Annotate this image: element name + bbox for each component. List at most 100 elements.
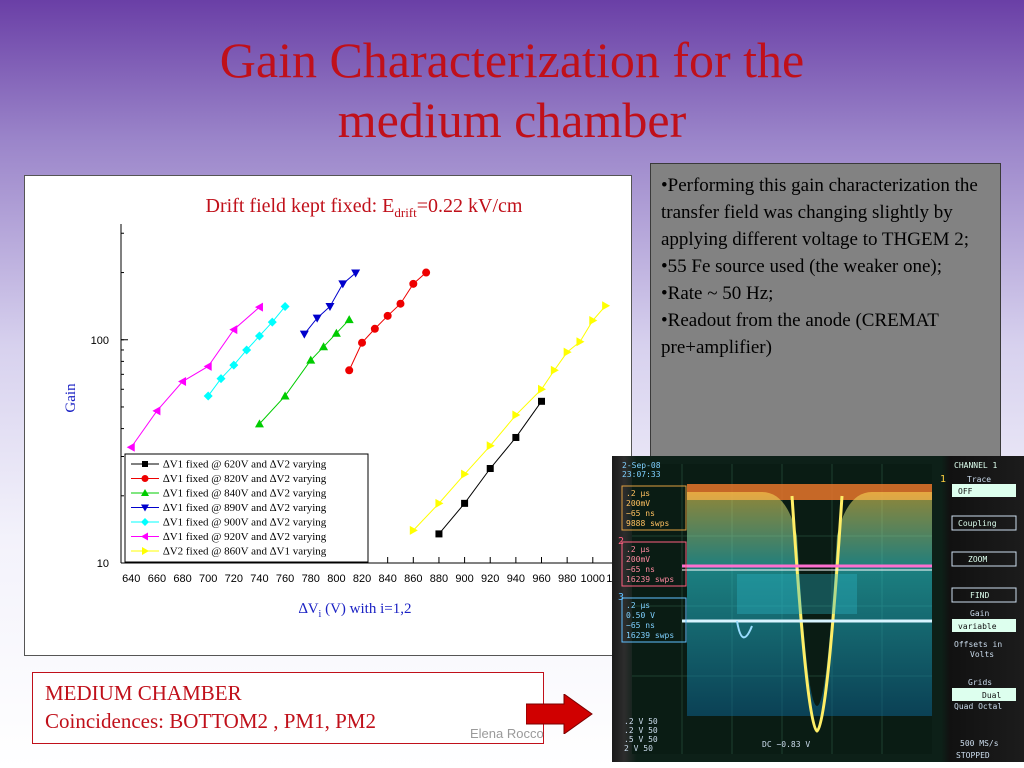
x-tick-label: 780 bbox=[302, 573, 320, 585]
osc-trace-off-button[interactable] bbox=[952, 484, 1016, 497]
osc-bottom-4: 2 V 50 bbox=[624, 744, 653, 753]
legend-swatch-marker bbox=[141, 475, 149, 482]
data-point bbox=[422, 268, 431, 277]
legend-entry: ∆V2 fixed @ 860V and ∆V1 varying bbox=[163, 546, 327, 558]
data-point bbox=[351, 269, 361, 278]
osc-menu-volts: Volts bbox=[970, 650, 994, 659]
osc-ch1-line2: 200mV bbox=[626, 499, 650, 508]
data-point bbox=[331, 328, 341, 337]
note-bullet-4: •Readout from the anode (CREMAT pre+ampl… bbox=[661, 310, 939, 358]
data-point bbox=[338, 280, 348, 289]
osc-gain-variable-button[interactable] bbox=[952, 619, 1016, 632]
chart-title: Drift field kept fixed: Edrift=0.22 kV/c… bbox=[206, 195, 523, 220]
osc-menu-offsets: Offsets in bbox=[954, 640, 1002, 649]
x-tick-label: 920 bbox=[481, 573, 499, 585]
series-7 bbox=[409, 301, 611, 535]
data-point bbox=[409, 279, 418, 288]
data-point bbox=[461, 469, 470, 479]
x-tick-label: 880 bbox=[430, 573, 448, 585]
osc-menu-coupling: Coupling bbox=[958, 519, 997, 528]
note-bullet-1: •Performing this gain characterization t… bbox=[661, 175, 978, 250]
data-point bbox=[409, 525, 418, 535]
series-line bbox=[259, 319, 350, 425]
osc-ch3-line1: .2 μs bbox=[626, 601, 650, 610]
osc-menu-dual: Dual bbox=[982, 691, 1001, 700]
data-point bbox=[370, 324, 379, 333]
slide-title-line2: medium chamber bbox=[337, 92, 687, 148]
data-point bbox=[563, 347, 572, 357]
x-tick-label: 660 bbox=[148, 573, 166, 585]
oscilloscope-screen: 2-Sep-08 23:07:33 .2 μs 200mV −65 ns 988… bbox=[618, 461, 1017, 760]
series-1 bbox=[435, 397, 546, 538]
series-4 bbox=[299, 269, 361, 339]
osc-dc-readout: DC −0.83 V bbox=[762, 740, 810, 749]
osc-coupling-button[interactable] bbox=[951, 515, 1017, 531]
data-point bbox=[435, 498, 444, 508]
osc-zoom-button[interactable] bbox=[951, 551, 1017, 567]
y-tick-label: 10 bbox=[97, 558, 109, 570]
data-point bbox=[576, 337, 585, 347]
series-line bbox=[130, 306, 260, 448]
x-axis-label-main: ∆V bbox=[299, 601, 319, 617]
data-point bbox=[550, 365, 559, 375]
series-layer bbox=[126, 268, 611, 538]
osc-ch2-line2: 200mV bbox=[626, 555, 650, 564]
info-box-line1: MEDIUM CHAMBER bbox=[45, 681, 242, 705]
legend-entry: ∆V1 fixed @ 900V and ∆V2 varying bbox=[163, 517, 327, 529]
x-axis-label-sub: i bbox=[319, 609, 322, 620]
data-point bbox=[299, 330, 309, 339]
series-5 bbox=[203, 301, 290, 401]
x-tick-label: 940 bbox=[507, 573, 525, 585]
x-tick-label: 740 bbox=[250, 573, 268, 585]
x-tick-label: 900 bbox=[455, 573, 473, 585]
data-point bbox=[383, 311, 392, 320]
data-point bbox=[345, 366, 354, 375]
x-tick-label: 820 bbox=[353, 573, 371, 585]
osc-marker-2: 2 bbox=[618, 536, 624, 547]
data-point bbox=[312, 314, 322, 323]
data-point bbox=[216, 374, 226, 384]
legend-swatch-marker bbox=[142, 547, 149, 555]
data-point bbox=[538, 397, 546, 405]
data-point bbox=[602, 301, 611, 311]
chart-title-sub: drift bbox=[394, 205, 417, 220]
data-point bbox=[538, 384, 547, 394]
legend-swatch-marker bbox=[142, 461, 148, 467]
x-tick-label: 720 bbox=[225, 573, 243, 585]
data-point bbox=[344, 315, 354, 324]
osc-marker-1: 1 bbox=[940, 474, 946, 485]
legend: ∆V1 fixed @ 620V and ∆V2 varying ∆V1 fixe… bbox=[124, 453, 369, 563]
data-point bbox=[254, 419, 264, 428]
osc-marker-3: 3 bbox=[618, 592, 624, 603]
data-point bbox=[280, 391, 290, 400]
data-point bbox=[126, 442, 135, 452]
osc-ch2-line1: .2 μs bbox=[626, 545, 650, 554]
data-point bbox=[254, 331, 264, 341]
data-point bbox=[280, 301, 290, 311]
osc-find-button[interactable] bbox=[951, 587, 1017, 603]
x-tick-label: 680 bbox=[173, 573, 191, 585]
osc-ch1-line1: .2 μs bbox=[626, 489, 650, 498]
series-6 bbox=[126, 302, 263, 452]
osc-status: STOPPED bbox=[956, 751, 990, 760]
osc-bottom-3: .5 V 50 bbox=[624, 735, 658, 744]
osc-menu-gain: Gain bbox=[970, 609, 989, 618]
osc-menu-variable: variable bbox=[958, 622, 997, 631]
info-box: MEDIUM CHAMBER Coincidences: BOTTOM2 , P… bbox=[32, 672, 544, 744]
osc-ch1-line4: 9888 swps bbox=[626, 519, 670, 528]
x-tick-label: 760 bbox=[276, 573, 294, 585]
gain-chart-panel: Drift field kept fixed: Edrift=0.22 kV/c… bbox=[24, 175, 632, 656]
legend-entry: ∆V1 fixed @ 620V and ∆V2 varying bbox=[163, 459, 327, 471]
osc-ch2-line4: 16239 swps bbox=[626, 575, 674, 584]
data-point bbox=[512, 433, 520, 441]
slide-title: Gain Characterization for the medium cha… bbox=[0, 30, 1024, 150]
data-point bbox=[203, 361, 212, 371]
data-point bbox=[358, 338, 367, 347]
data-point bbox=[589, 315, 598, 325]
x-tick-label: 980 bbox=[558, 573, 576, 585]
x-axis-label-tail: (V) with i=1,2 bbox=[321, 601, 411, 617]
data-point bbox=[486, 465, 494, 473]
osc-grids-button[interactable] bbox=[952, 688, 1016, 701]
x-tick-label: 840 bbox=[378, 573, 396, 585]
osc-ch2-line3: −65 ns bbox=[626, 565, 655, 574]
